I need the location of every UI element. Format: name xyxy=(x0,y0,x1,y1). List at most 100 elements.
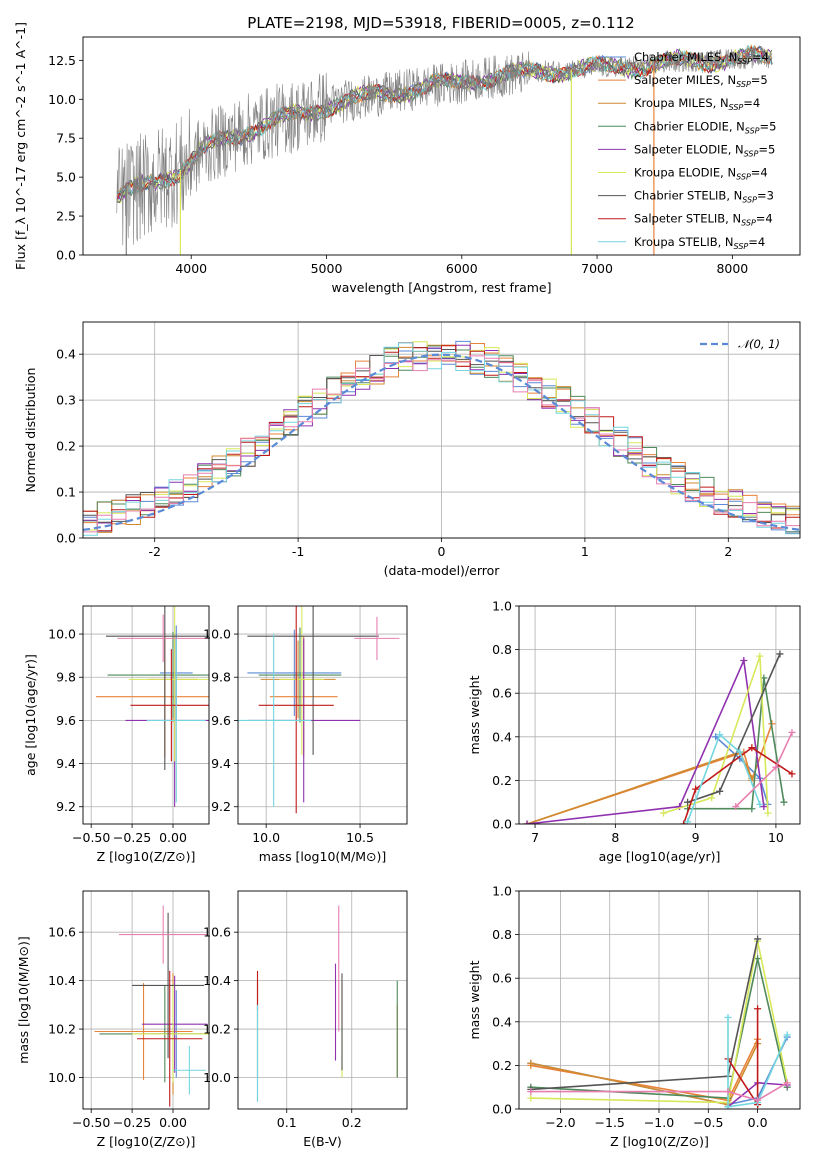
series-marker xyxy=(736,748,744,756)
panel-3: 10.0 10.5 9.2 9.4 9.6 9.8 10.0 mass [log10(M/M⊙… xyxy=(203,605,408,864)
x-axis-label: wavelength [Angstrom, rest frame] xyxy=(331,280,551,295)
series-marker xyxy=(772,763,780,771)
y-tick-label: 10.6 xyxy=(203,925,231,940)
plot-area xyxy=(94,905,209,1107)
x-tick-label: 7000 xyxy=(581,261,613,276)
y-tick-label: 10.0 xyxy=(203,627,231,642)
series-marker xyxy=(708,794,716,802)
x-tick-label: −2.0 xyxy=(545,1115,575,1130)
legend-entry: Kroupa ELODIE, NSSP=4 xyxy=(634,166,768,182)
series-marker xyxy=(754,1005,762,1013)
x-tick-label: 8 xyxy=(611,830,619,845)
series-marker xyxy=(712,733,720,741)
y-tick-label: 10.0 xyxy=(48,92,76,107)
panel-4: 7 8 9 10 0.0 0.2 0.4 0.6 0.8 1.0 age [log10(age/yr… xyxy=(467,599,801,864)
y-tick-label: 0.0 xyxy=(56,531,76,546)
series-line-8 xyxy=(686,733,761,823)
series-marker xyxy=(760,803,768,811)
legend-entry: Salpeter MILES, NSSP=5 xyxy=(634,73,768,89)
series-marker xyxy=(680,820,688,824)
series-line-3 xyxy=(530,958,788,1099)
y-tick-label: 10.4 xyxy=(48,973,76,988)
series-marker xyxy=(783,1031,791,1039)
x-tick-label: −0.50 xyxy=(72,1115,110,1130)
legend-entry: Chabrier MILES, NSSP=4 xyxy=(634,50,769,66)
series-line-0 xyxy=(715,736,769,805)
series-marker xyxy=(748,744,756,752)
y-tick-label: 9.4 xyxy=(56,756,76,771)
x-axis-label: mass [log10(M/M⊙)] xyxy=(259,849,387,864)
series-line-9 xyxy=(530,1082,788,1102)
x-tick-label: −1.5 xyxy=(595,1115,625,1130)
series-marker xyxy=(788,770,796,778)
y-tick-label: 9.6 xyxy=(211,713,231,728)
y-tick-label: 9.8 xyxy=(56,670,76,685)
y-axis-label: age [log10(age/yr)] xyxy=(23,654,38,776)
y-axis-label: mass weight xyxy=(467,960,482,1039)
series-marker xyxy=(732,803,740,811)
series-marker xyxy=(756,652,764,660)
y-tick-label: 10.0 xyxy=(203,1070,231,1085)
y-tick-label: 10.0 xyxy=(48,1070,76,1085)
y-tick-label: 0.4 xyxy=(56,347,76,362)
plot-area xyxy=(238,606,400,814)
y-tick-label: 1.0 xyxy=(492,884,512,899)
series-marker xyxy=(692,785,700,793)
legend-entry: Kroupa MILES, NSSP=4 xyxy=(634,96,760,112)
legend: Chabrier MILES, NSSP=4 Salpeter MILES, NS… xyxy=(598,50,776,251)
series-marker xyxy=(660,809,668,817)
x-tick-label: 0.00 xyxy=(159,1115,187,1130)
y-tick-label: 9.8 xyxy=(211,670,231,685)
series-marker xyxy=(776,650,784,658)
spectrum-line xyxy=(116,47,773,246)
y-tick-label: 0.4 xyxy=(492,1014,512,1029)
panel-5: −0.50 −0.25 0.00 10.0 10.2 10.4 10.6 Z [log10(Z… xyxy=(16,890,210,1149)
series-marker xyxy=(716,787,724,795)
y-tick-label: 5.0 xyxy=(56,170,76,185)
y-axis-label: Flux [f_λ 10^-17 erg cm^-2 s^-1 A^-1] xyxy=(13,22,28,270)
series-marker xyxy=(724,1013,732,1021)
x-tick-label: 10.5 xyxy=(346,830,374,845)
x-tick-label: 8000 xyxy=(716,261,748,276)
plot-area xyxy=(96,606,209,807)
x-tick-label: 0.2 xyxy=(342,1115,362,1130)
y-tick-label: 0.0 xyxy=(492,1102,512,1117)
x-tick-label: 0.1 xyxy=(277,1115,297,1130)
series-marker xyxy=(724,1103,732,1109)
series-marker xyxy=(748,805,756,813)
panel-1: -2 -1 0 1 2 0.0 0.1 0.2 0.3 0.4 (data-model)/error… xyxy=(23,321,801,578)
plot-area xyxy=(83,340,800,536)
series-marker xyxy=(527,1094,535,1102)
legend-entry: Chabrier STELIB, NSSP=3 xyxy=(634,189,774,205)
panel-6: 0.1 0.2 10.0 10.2 10.4 10.6 E(B-V) xyxy=(203,890,408,1149)
y-tick-label: 9.2 xyxy=(211,799,231,814)
y-tick-label: 7.5 xyxy=(56,131,76,146)
x-tick-label: -2 xyxy=(148,544,160,559)
plot-layer: 4000 5000 6000 7000 80000.02.55.07.510.012.5… xyxy=(13,22,801,1149)
axes-frame xyxy=(82,890,210,1110)
axes-frame xyxy=(82,605,210,825)
series-marker xyxy=(754,1096,762,1104)
y-tick-label: 0.0 xyxy=(56,248,76,263)
x-tick-label: 9 xyxy=(692,830,700,845)
series-marker xyxy=(754,935,762,943)
series-line-8 xyxy=(727,1017,788,1108)
series-marker xyxy=(716,731,724,739)
y-tick-label: 9.2 xyxy=(56,799,76,814)
plot-area xyxy=(523,650,796,824)
series-marker xyxy=(754,955,762,963)
y-tick-label: 10.2 xyxy=(48,1022,76,1037)
y-tick-label: 12.5 xyxy=(48,53,76,68)
series-marker xyxy=(527,1059,535,1067)
x-tick-label: 2 xyxy=(724,544,732,559)
y-axis-label: mass [log10(M/M⊙)] xyxy=(16,936,31,1064)
x-tick-label: 4000 xyxy=(175,261,207,276)
series-marker xyxy=(684,818,692,824)
plot-area xyxy=(256,905,398,1102)
series-line-4 xyxy=(526,657,765,824)
x-axis-label: Z [log10(Z/Z⊙)] xyxy=(97,849,196,864)
series-marker xyxy=(764,809,772,817)
y-tick-label: 0.6 xyxy=(492,971,512,986)
y-tick-label: 9.4 xyxy=(211,756,231,771)
y-tick-label: 10.2 xyxy=(203,1022,231,1037)
